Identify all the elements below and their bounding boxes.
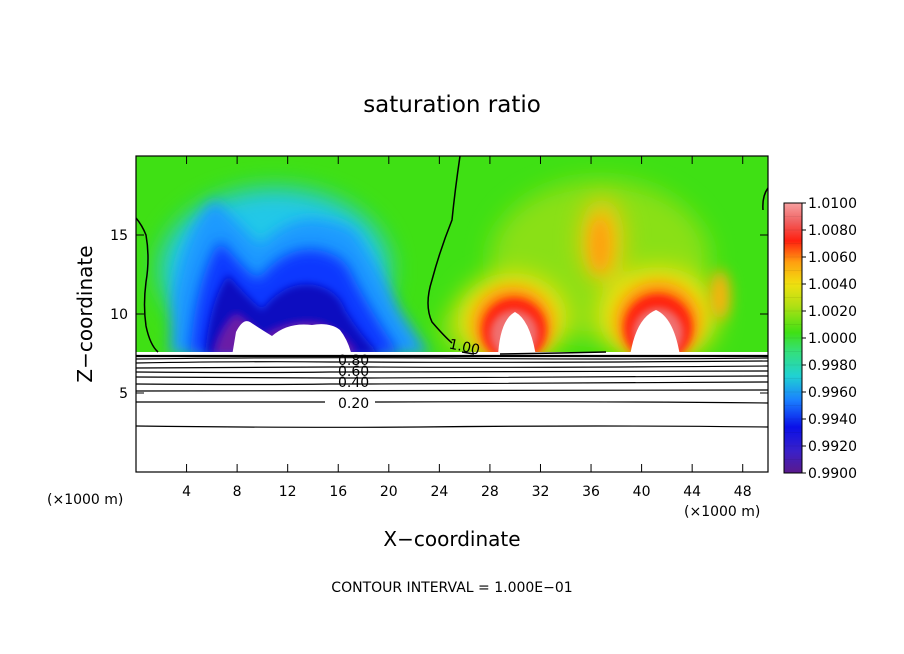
cloud-shape-left bbox=[232, 321, 351, 352]
contour-label-0-60: 0.60 bbox=[338, 364, 369, 380]
colorbar-tick-label: 1.0020 bbox=[808, 304, 857, 320]
y-tick-label: 15 bbox=[110, 228, 128, 244]
colorbar-tick-label: 0.9920 bbox=[808, 439, 857, 455]
x-tick-label: 20 bbox=[380, 484, 398, 500]
colorbar-tick-label: 1.0040 bbox=[808, 277, 857, 293]
x-tick-label: 16 bbox=[329, 484, 347, 500]
colorbar-tick-label: 0.9960 bbox=[808, 385, 857, 401]
x-tick-label: 4 bbox=[182, 484, 191, 500]
x-tick-label: 24 bbox=[430, 484, 448, 500]
x-tick-label: 48 bbox=[734, 484, 752, 500]
x-unit-right: (×1000 m) bbox=[684, 504, 760, 520]
contour-labels: 1.00 0.80 0.60 0.40 0.20 bbox=[338, 336, 481, 412]
x-tick-label: 32 bbox=[532, 484, 550, 500]
colorbar-tick-label: 1.0000 bbox=[808, 331, 857, 347]
y-tick-label: 5 bbox=[119, 386, 128, 402]
colorbar-tick-label: 1.0080 bbox=[808, 223, 857, 239]
colorbar-tick-label: 0.9980 bbox=[808, 358, 857, 374]
contour-label-0-40: 0.40 bbox=[338, 375, 369, 391]
heatmap-field bbox=[136, 156, 768, 352]
colorbar-tick-label: 0.9900 bbox=[808, 466, 857, 482]
colorbar-tick-label: 0.9940 bbox=[808, 412, 857, 428]
colorbar-tick-label: 1.0060 bbox=[808, 250, 857, 266]
contour-label-0-20: 0.20 bbox=[338, 396, 369, 412]
x-unit-left: (×1000 m) bbox=[47, 492, 123, 508]
contour-label-0-80: 0.80 bbox=[338, 353, 369, 369]
x-tick-label: 8 bbox=[233, 484, 242, 500]
x-tick-label: 12 bbox=[279, 484, 297, 500]
x-tick-label: 28 bbox=[481, 484, 499, 500]
x-tick-label: 36 bbox=[582, 484, 600, 500]
cloud-shape-right bbox=[630, 310, 680, 352]
y-tick-label: 10 bbox=[110, 307, 128, 323]
contour-1-00 bbox=[135, 155, 769, 355]
y-axis-title: Z−coordinate bbox=[73, 245, 97, 382]
contour-lines bbox=[135, 354, 769, 472]
colorbar-tick-label: 1.0100 bbox=[808, 196, 857, 212]
colorbar: 1.0100 1.0080 1.0060 1.0040 1.0020 1.0000 0.99… bbox=[783, 196, 857, 482]
chart-title: saturation ratio bbox=[363, 92, 541, 118]
colorbar-gradient bbox=[784, 203, 802, 473]
contour-label-1-00: 1.00 bbox=[447, 336, 481, 358]
x-axis-title: X−coordinate bbox=[383, 527, 520, 551]
cloud-shape-center bbox=[498, 312, 536, 352]
x-tick-label: 40 bbox=[633, 484, 651, 500]
x-axis: 4 8 12 16 20 24 28 32 36 40 44 48 bbox=[182, 156, 752, 500]
x-tick-label: 44 bbox=[683, 484, 701, 500]
contour-interval-note: CONTOUR INTERVAL = 1.000E−01 bbox=[331, 580, 572, 596]
y-axis: 5 10 15 bbox=[110, 228, 768, 402]
